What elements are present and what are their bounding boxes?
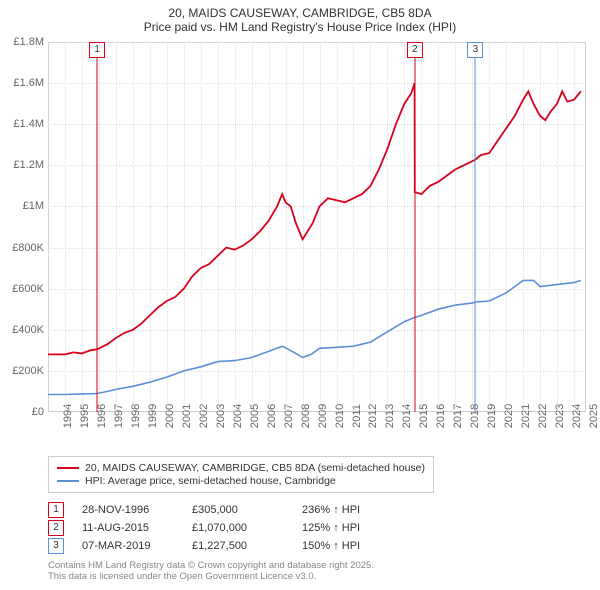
legend-label: HPI: Average price, semi-detached house,… <box>85 475 336 487</box>
title-line1: 20, MAIDS CAUSEWAY, CAMBRIDGE, CB5 8DA <box>0 6 600 20</box>
sale-row: 1 28-NOV-1996£305,000236% ↑ HPI <box>48 502 412 518</box>
sale-row: 2 11-AUG-2015£1,070,000125% ↑ HPI <box>48 520 412 536</box>
sale-price: £1,227,500 <box>192 540 302 552</box>
y-tick-label: £800K <box>12 242 44 254</box>
footer: Contains HM Land Registry data © Crown c… <box>48 560 374 583</box>
y-tick-label: £1.4M <box>13 118 44 130</box>
legend-item: HPI: Average price, semi-detached house,… <box>57 475 425 487</box>
y-tick-label: £200K <box>12 365 44 377</box>
legend-swatch <box>57 467 79 469</box>
title-block: 20, MAIDS CAUSEWAY, CAMBRIDGE, CB5 8DA P… <box>0 0 600 34</box>
chart-area: £0£200K£400K£600K£800K£1M£1.2M£1.4M£1.6M… <box>48 42 586 412</box>
y-tick-label: £400K <box>12 324 44 336</box>
series-property <box>48 83 581 354</box>
y-tick-label: £1M <box>23 200 44 212</box>
footer-line2: This data is licensed under the Open Gov… <box>48 571 374 582</box>
sale-date: 07-MAR-2019 <box>82 540 192 552</box>
series-hpi <box>48 280 581 394</box>
sale-date: 28-NOV-1996 <box>82 504 192 516</box>
footer-line1: Contains HM Land Registry data © Crown c… <box>48 560 374 571</box>
sale-price: £305,000 <box>192 504 302 516</box>
y-tick-label: £1.8M <box>13 36 44 48</box>
sale-date: 11-AUG-2015 <box>82 522 192 534</box>
sale-marker-box: 2 <box>407 42 423 58</box>
sales-table: 1 28-NOV-1996£305,000236% ↑ HPI 2 11-AUG-20… <box>48 500 412 556</box>
sale-marker-box: 3 <box>467 42 483 58</box>
sale-marker-box: 1 <box>89 42 105 58</box>
sale-marker-line <box>475 58 476 412</box>
legend-item: 20, MAIDS CAUSEWAY, CAMBRIDGE, CB5 8DA (… <box>57 462 425 474</box>
legend: 20, MAIDS CAUSEWAY, CAMBRIDGE, CB5 8DA (… <box>48 456 434 493</box>
chart-container: 20, MAIDS CAUSEWAY, CAMBRIDGE, CB5 8DA P… <box>0 0 600 590</box>
sale-hpi: 150% ↑ HPI <box>302 540 412 552</box>
sale-row-marker: 1 <box>48 502 64 518</box>
y-tick-label: £1.2M <box>13 159 44 171</box>
sale-hpi: 125% ↑ HPI <box>302 522 412 534</box>
y-tick-label: £600K <box>12 283 44 295</box>
y-tick-label: £0 <box>32 406 44 418</box>
sale-marker-line <box>414 58 415 412</box>
sale-price: £1,070,000 <box>192 522 302 534</box>
sale-row: 3 07-MAR-2019£1,227,500150% ↑ HPI <box>48 538 412 554</box>
legend-swatch <box>57 480 79 482</box>
sale-row-marker: 2 <box>48 520 64 536</box>
y-tick-label: £1.6M <box>13 77 44 89</box>
sale-hpi: 236% ↑ HPI <box>302 504 412 516</box>
sale-row-marker: 3 <box>48 538 64 554</box>
legend-label: 20, MAIDS CAUSEWAY, CAMBRIDGE, CB5 8DA (… <box>85 462 425 474</box>
line-plot <box>48 42 586 412</box>
title-line2: Price paid vs. HM Land Registry's House … <box>0 20 600 34</box>
sale-marker-line <box>97 58 98 412</box>
